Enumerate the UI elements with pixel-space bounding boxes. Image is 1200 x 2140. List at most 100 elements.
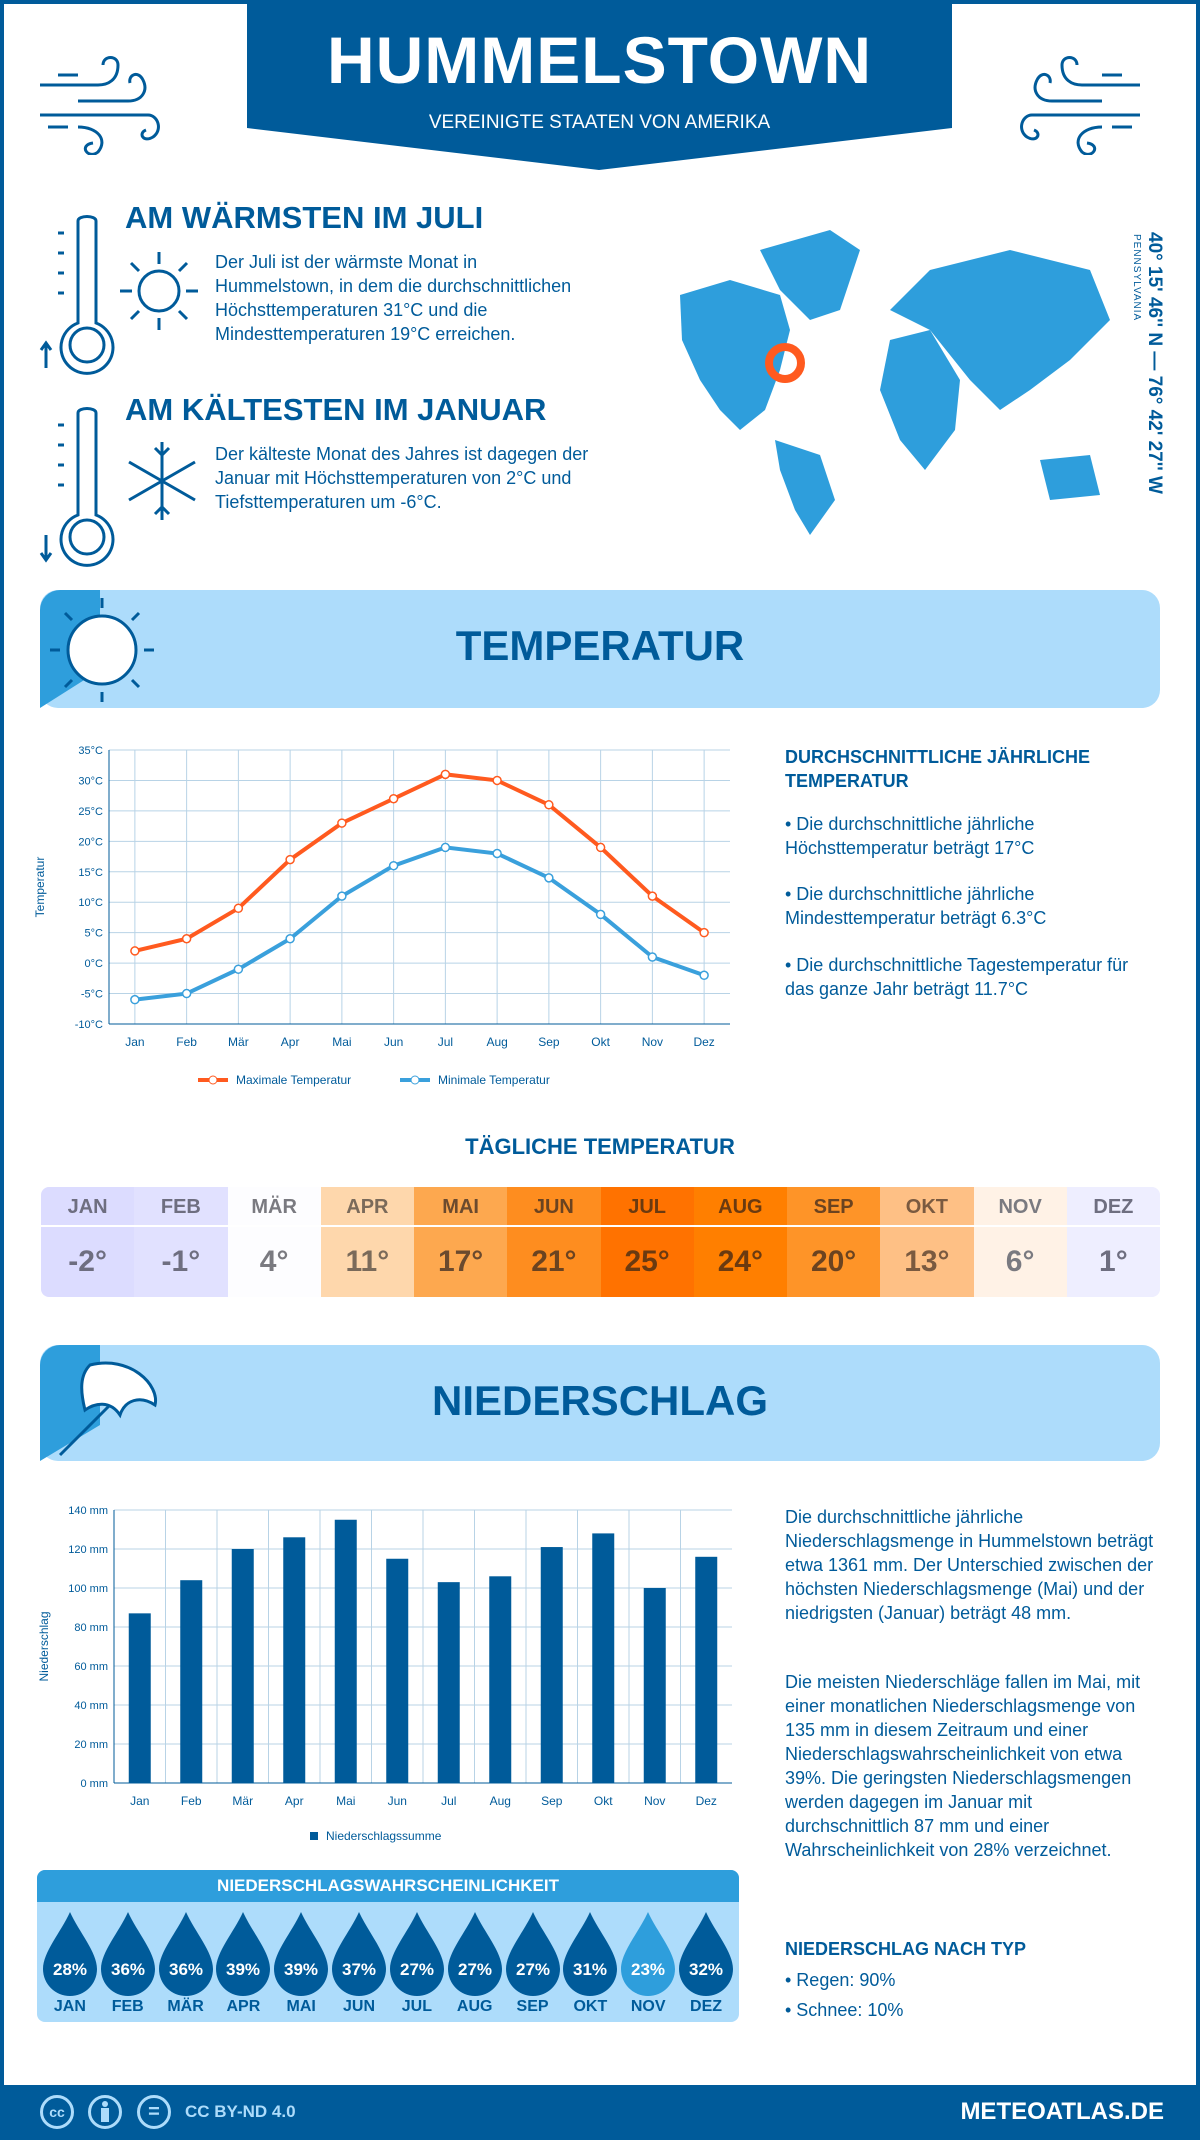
sun-icon	[120, 252, 198, 330]
data-point	[647, 952, 658, 962]
temperature-chart: -10°C -5°C 0°C 5°C 10°C 15°C 20°C 25°C 30°C 35°C J…	[33, 745, 730, 1087]
x-tick-label: Jan	[130, 1794, 149, 1808]
temp-value: 21°	[531, 1245, 577, 1278]
data-point	[181, 934, 192, 944]
y-tick-label: 140 mm	[68, 1505, 108, 1517]
x-tick-label: Mai	[336, 1794, 355, 1808]
month-label: MÄR	[167, 1998, 204, 2015]
data-point	[544, 800, 554, 810]
warmest-text: Der Juli ist der wärmste Monat in Hummel…	[215, 252, 572, 344]
coordinates: 40° 15' 46'' N — 76° 42' 27'' W	[1144, 232, 1165, 494]
x-tick-label: Aug	[486, 1035, 507, 1049]
sun-icon-large	[40, 590, 154, 708]
thermometer-up-icon	[39, 215, 115, 375]
x-tick-label: Feb	[181, 1794, 202, 1808]
probability-value: 36%	[169, 1960, 203, 1979]
x-tick-label: Feb	[176, 1035, 197, 1049]
precip-type-heading: NIEDERSCHLAG NACH TYP	[785, 1939, 1027, 1959]
month-label: JUN	[343, 1998, 376, 2015]
month-label: JUL	[401, 1998, 432, 2015]
daily-temp-nov: NOV 6°	[973, 1187, 1067, 1297]
x-tick-label: Apr	[281, 1035, 300, 1049]
probability-item: 27% JUL	[389, 1912, 445, 2016]
series-line-max	[134, 772, 706, 953]
y-tick-label: -5°C	[81, 989, 103, 1001]
bar	[231, 1549, 254, 1783]
wind-icon-right	[1020, 56, 1140, 155]
attribution-icon	[88, 2095, 122, 2129]
data-point	[181, 988, 192, 999]
legend-marker	[208, 1075, 218, 1085]
precipitation-title: NIEDERSCHLAG	[431, 1377, 769, 1424]
y-tick-label: 25°C	[78, 806, 103, 818]
region-label: PENNSYLVANIA	[1131, 234, 1142, 322]
probability-item: 36% MÄR	[158, 1912, 214, 2016]
y-tick-label: 60 mm	[74, 1661, 108, 1673]
month-label: JUN	[507, 1187, 601, 1227]
probability-item: 27% AUG	[447, 1912, 503, 2016]
temp-value: 1°	[1099, 1245, 1128, 1278]
temp-value: 6°	[1005, 1245, 1035, 1278]
x-tick-label: Mär	[228, 1035, 249, 1049]
month-label: NOV	[630, 1998, 666, 2015]
raindrop-icon: 28%	[42, 1912, 97, 1996]
precip-type-rain: • Regen: 90%	[785, 1970, 896, 1990]
x-tick-label: Jan	[125, 1035, 144, 1049]
bar	[643, 1588, 666, 1783]
probability-value: 39%	[284, 1960, 318, 1979]
raindrop-icon: 27%	[389, 1912, 444, 1996]
probability-value: 36%	[111, 1960, 145, 1979]
probability-item: 39% MAI	[273, 1912, 329, 2016]
probability-value: 37%	[342, 1960, 376, 1979]
probability-item: 23% NOV	[620, 1912, 676, 2016]
legend-label: Maximale Temperatur	[236, 1073, 351, 1087]
month-label: OKT	[573, 1998, 608, 2015]
series-line-min	[134, 845, 705, 1002]
legend-swatch	[310, 1832, 318, 1840]
probability-item: 36% FEB	[100, 1912, 156, 2016]
site-link[interactable]: METEOATLAS.DE	[960, 2098, 1164, 2125]
x-tick-label: Sep	[538, 1035, 560, 1049]
data-point	[130, 946, 140, 956]
data-point	[440, 769, 451, 780]
location-marker	[765, 343, 805, 383]
bar	[334, 1519, 357, 1783]
month-label: MAI	[414, 1187, 508, 1227]
daily-temp-okt: OKT 13°	[880, 1187, 974, 1297]
daily-temp-apr: APR 11°	[320, 1187, 414, 1297]
month-label: JAN	[53, 1998, 86, 2015]
bar	[540, 1547, 563, 1783]
probability-value: 27%	[458, 1960, 492, 1979]
x-tick-label: Nov	[642, 1035, 663, 1049]
probability-value: 32%	[689, 1960, 723, 1979]
data-point	[233, 964, 244, 974]
bar	[283, 1537, 306, 1783]
y-tick-label: 0°C	[85, 958, 104, 970]
bar	[489, 1576, 512, 1783]
license-label[interactable]: CC BY-ND 4.0	[185, 2102, 296, 2121]
y-tick-label: 20°C	[78, 836, 103, 848]
y-axis-label: Niederschlag	[37, 1611, 51, 1681]
month-label: MÄR	[227, 1187, 321, 1227]
daily-temp-jun: JUN 21°	[507, 1187, 601, 1297]
y-tick-label: 30°C	[78, 775, 103, 787]
y-tick-label: 5°C	[85, 928, 104, 940]
bar	[695, 1556, 718, 1783]
daily-temp-jul: JUL 25°	[600, 1187, 694, 1297]
bar	[592, 1533, 615, 1783]
data-point	[337, 891, 347, 901]
temp-value: -1°	[161, 1245, 201, 1278]
month-label: DEZ	[1066, 1187, 1160, 1227]
bar	[128, 1613, 151, 1783]
precipitation-chart: 0 mm 20 mm 40 mm 60 mm 80 mm 100 mm 120 mm 140 …	[37, 1505, 732, 1843]
raindrop-icon: 36%	[100, 1912, 155, 1996]
temperature-title: TEMPERATUR	[455, 622, 745, 669]
x-tick-label: Apr	[285, 1794, 304, 1808]
bar	[180, 1580, 203, 1783]
daily-temp-table: JAN -2° FEB -1° MÄR 4° APR 11° MAI 17° JUN 21° JUL 25…	[41, 1187, 1160, 1297]
x-tick-label: Mai	[332, 1035, 351, 1049]
x-tick-label: Okt	[591, 1035, 610, 1049]
annual-temp-heading: DURCHSCHNITTLICHE JÄHRLICHE TEMPERATUR	[785, 747, 1090, 791]
probability-value: 23%	[631, 1960, 665, 1979]
month-label: AUG	[456, 1998, 493, 2015]
